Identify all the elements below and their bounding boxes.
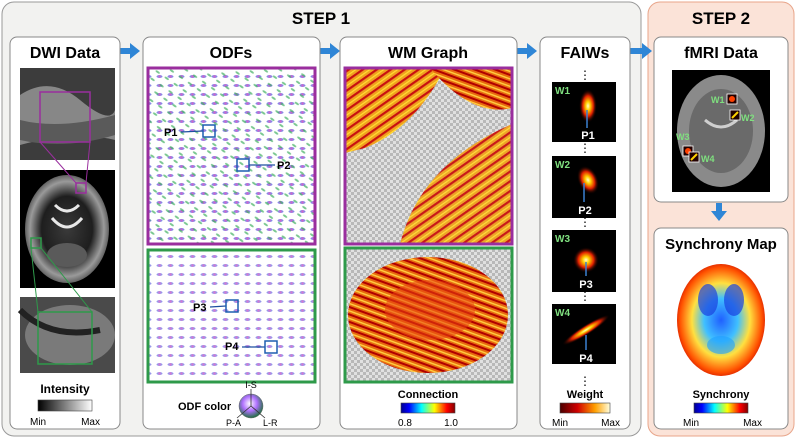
- weight-legend-title: Weight: [567, 389, 604, 401]
- faiw-point-p1: P1: [581, 130, 594, 142]
- wm-graph-purple: [343, 66, 514, 246]
- ellipsis-1: ⋮: [579, 68, 591, 82]
- faiws-ellipses: ⋮ ⋮ ⋮ ⋮ ⋮: [579, 68, 591, 388]
- odf-axis-is: I-S: [245, 380, 257, 390]
- fmri-label-w1: W1: [711, 95, 725, 105]
- fmri-label-w4: W4: [701, 154, 715, 164]
- intensity-max-label: Max: [81, 417, 100, 428]
- odf-color-legend-title: ODF color: [178, 401, 232, 413]
- faiw-point-p2: P2: [578, 205, 591, 217]
- fmri-title: fMRI Data: [684, 45, 758, 62]
- point-label-p2: P2: [277, 160, 290, 172]
- faiws-title: FAIWs: [561, 45, 610, 62]
- window-label-w1: W1: [555, 86, 570, 97]
- dwi-zoom-green-lines: [30, 247, 93, 313]
- wm-title: WM Graph: [388, 45, 468, 62]
- fmri-brain-image: W1 W2 W3 W4: [672, 70, 770, 192]
- intensity-colorbar: [37, 399, 93, 412]
- wm-graph-green: [343, 246, 514, 384]
- window-label-w4: W4: [555, 308, 570, 319]
- ellipsis-4: ⋮: [579, 289, 591, 303]
- sync-title: Synchrony Map: [665, 236, 777, 253]
- odf-axes-lines: [236, 389, 266, 419]
- ellipsis-2: ⋮: [579, 141, 591, 155]
- faiw-w1: W1 P1: [552, 82, 616, 142]
- faiw-w3: W3 P3: [552, 230, 616, 292]
- weight-colorbar: [559, 402, 611, 414]
- faiw-w4: W4 P4: [552, 304, 616, 365]
- odf-point-markers: P1 P2 P3 P4: [164, 124, 290, 354]
- dwi-zoom-green-image: [17, 297, 115, 373]
- faiw-point-p4: P4: [579, 353, 593, 365]
- arrow-odfs-to-wm: [320, 43, 340, 59]
- ellipsis-3: ⋮: [579, 215, 591, 229]
- fmri-label-w2: W2: [741, 113, 755, 123]
- connection-colorbar: [400, 402, 456, 414]
- point-label-p3: P3: [193, 302, 206, 314]
- arrow-faiws-to-fmri: [630, 43, 652, 59]
- p1-pointer: [180, 130, 204, 133]
- p3-pointer: [209, 305, 227, 308]
- fmri-label-w3: W3: [676, 132, 690, 142]
- connection-min-label: 0.8: [398, 418, 412, 429]
- connection-legend-title: Connection: [398, 389, 459, 401]
- point-label-p4: P4: [225, 341, 239, 353]
- p4-box: [264, 340, 278, 354]
- arrow-fmri-to-sync: [711, 203, 727, 221]
- synchrony-max-label: Max: [743, 418, 762, 429]
- dwi-zoom-purple-image: [20, 68, 115, 160]
- arrow-dwi-to-odfs: [120, 43, 140, 59]
- weight-max-label: Max: [601, 418, 620, 429]
- weight-min-label: Min: [552, 418, 568, 429]
- synchrony-min-label: Min: [683, 418, 699, 429]
- faiw-point-p3: P3: [579, 279, 592, 291]
- window-label-w2: W2: [555, 160, 570, 171]
- intensity-min-label: Min: [30, 417, 46, 428]
- connection-max-label: 1.0: [444, 418, 458, 429]
- synchrony-brain-map: [672, 259, 770, 381]
- synchrony-legend-title: Synchrony: [693, 389, 751, 401]
- dwi-zoom-purple-lines: [39, 141, 91, 184]
- arrow-wm-to-faiws: [517, 43, 537, 59]
- point-label-p1: P1: [164, 127, 177, 139]
- ellipsis-5: ⋮: [579, 374, 591, 388]
- intensity-legend-title: Intensity: [40, 382, 90, 396]
- p1-box: [202, 124, 216, 138]
- dwi-title: DWI Data: [30, 45, 100, 62]
- flow-arrows: [120, 43, 727, 221]
- odf-field-purple: [146, 66, 317, 246]
- step1-title: STEP 1: [292, 9, 350, 28]
- odf-axis-lr: L-R: [263, 418, 278, 428]
- synchrony-colorbar: [693, 402, 749, 414]
- odf-field-green: [146, 248, 317, 384]
- dwi-axial-brain-image: [20, 170, 115, 288]
- faiw-w2: W2 P2: [552, 156, 616, 218]
- p3-box: [225, 299, 239, 313]
- odfs-title: ODFs: [210, 45, 253, 62]
- odf-axis-pa: P-A: [226, 418, 241, 428]
- step2-title: STEP 2: [692, 9, 750, 28]
- window-label-w3: W3: [555, 234, 570, 245]
